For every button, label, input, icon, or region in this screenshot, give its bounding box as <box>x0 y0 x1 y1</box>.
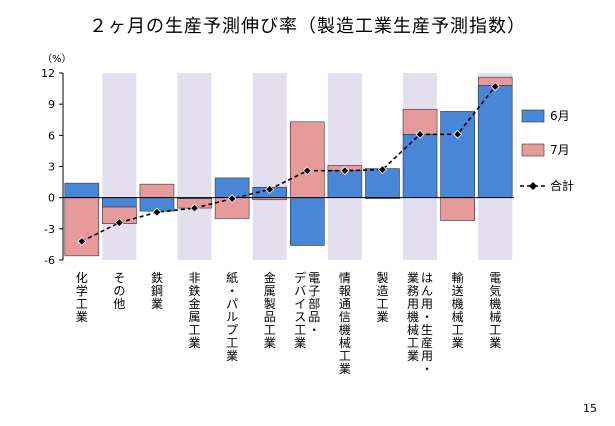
shaded-column <box>177 73 212 260</box>
bar-6月 <box>289 197 325 246</box>
y-tick-label: -3 <box>44 223 55 236</box>
legend-label: 7月 <box>550 143 570 157</box>
x-tick-label: 鉄鋼業 <box>151 270 163 311</box>
x-tick-label: 電子部品・ <box>308 271 320 337</box>
legend-label: 合計 <box>550 178 574 193</box>
y-tick-label: 0 <box>48 192 55 205</box>
bar-6月 <box>102 197 137 208</box>
legend-swatch-6月 <box>521 109 545 123</box>
y-tick-label: -6 <box>44 254 55 267</box>
total-marker <box>340 166 350 176</box>
y-tick-label: 3 <box>48 161 55 174</box>
page-title: ２ヶ月の生産予測伸び率（製造工業生産予測指数） <box>89 16 526 37</box>
x-tick-label: デバイス工業 <box>294 270 306 350</box>
x-tick-label: 電気機械工業 <box>489 271 501 350</box>
shaded-column <box>102 73 137 260</box>
bar-7月 <box>139 183 175 198</box>
total-marker <box>77 236 87 246</box>
total-marker <box>227 194 237 204</box>
x-tick-label: 業務用機械工業 <box>407 271 419 363</box>
x-tick-label: その他 <box>113 271 125 311</box>
shaded-column <box>252 73 287 260</box>
total-marker <box>490 81 500 92</box>
x-tick-label: はん用・生産用・ <box>421 271 433 376</box>
y-tick-label: 9 <box>48 98 55 111</box>
bar-6月 <box>402 133 438 198</box>
bar-7月 <box>289 121 325 198</box>
legend-swatch-7月 <box>521 143 545 157</box>
total-marker <box>415 129 425 139</box>
x-tick-label: 紙・パルプ工業 <box>226 270 238 363</box>
bar-7月 <box>64 197 100 257</box>
x-tick-label: 製造工業 <box>376 271 388 324</box>
bar-7月 <box>440 197 475 221</box>
total-marker <box>377 165 388 175</box>
x-tick-label: 非鉄金属工業 <box>189 271 201 350</box>
legend-label: 6月 <box>550 109 570 123</box>
x-tick-label: 金属製品工業 <box>264 270 276 350</box>
x-tick-label: 化学工業 <box>76 271 88 324</box>
x-tick-label: 輸送機械工業 <box>452 270 464 350</box>
total-marker <box>265 184 275 194</box>
bar-6月 <box>440 111 475 198</box>
total-marker <box>302 166 312 176</box>
y-axis-unit: （%） <box>42 53 72 65</box>
total-marker <box>453 129 463 139</box>
total-marker <box>152 207 162 217</box>
bar-6月 <box>64 182 100 198</box>
x-tick-label: 情報通信機械工業 <box>339 271 351 376</box>
total-marker <box>114 218 124 228</box>
bar-6月 <box>477 85 513 198</box>
total-line <box>81 86 496 243</box>
legend-marker-合計 <box>529 182 537 190</box>
y-tick-label: 12 <box>41 67 55 80</box>
page-number: 15 <box>583 402 597 415</box>
y-tick-label: 6 <box>48 129 55 142</box>
total-marker <box>189 203 200 213</box>
